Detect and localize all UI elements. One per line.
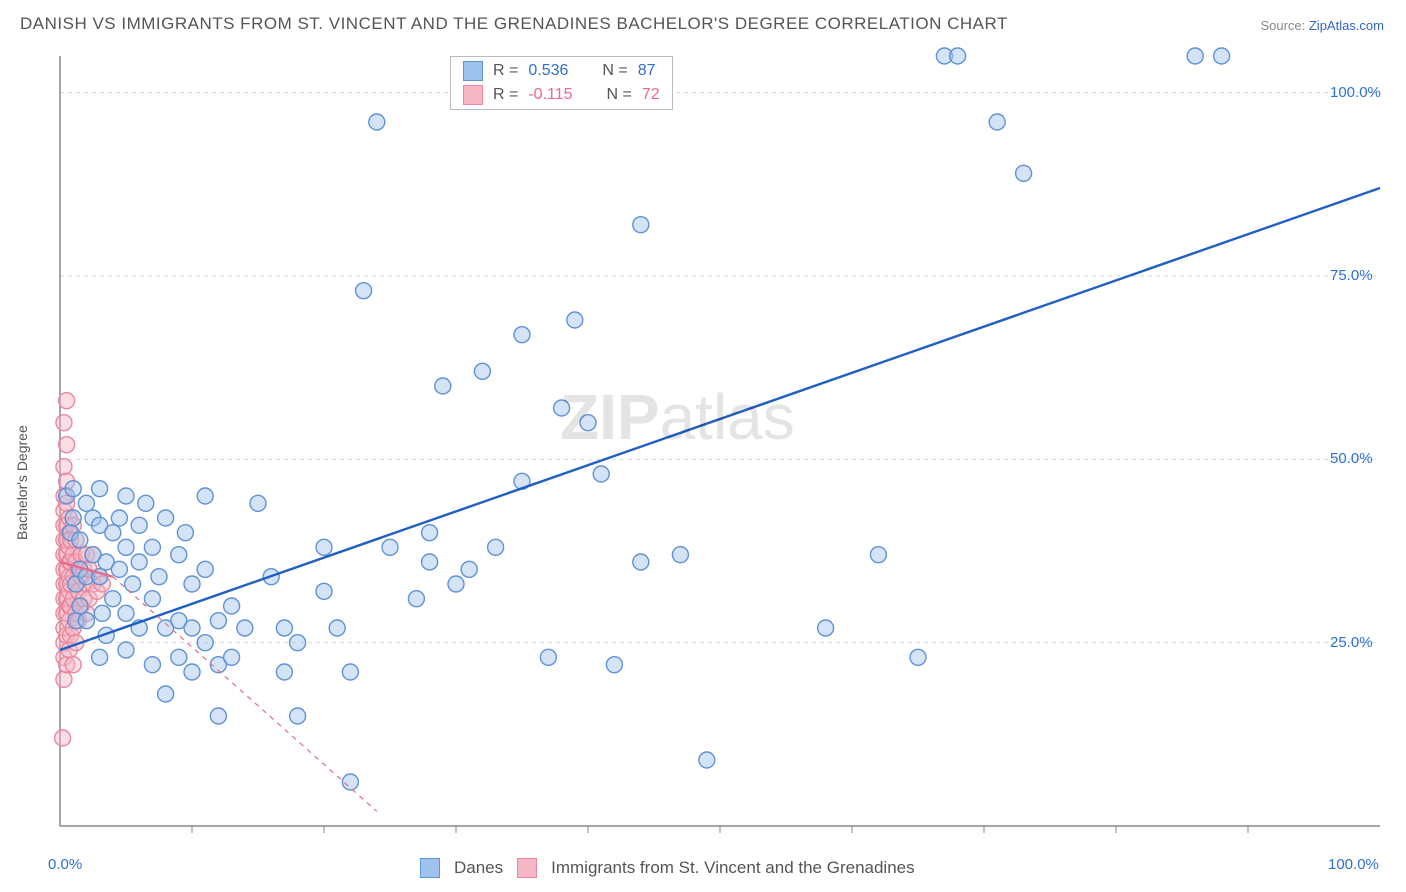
n-value: 72 [642,86,660,104]
n-label: N = [602,62,627,80]
r-label: R = [493,62,518,80]
legend-label: Immigrants from St. Vincent and the Gren… [551,858,914,878]
series-legend: Danes Immigrants from St. Vincent and the… [420,858,915,878]
scatter-chart [0,0,1406,892]
x-axis-min: 0.0% [48,856,82,873]
legend-swatch [463,61,483,81]
legend-row: R = -0.115 N = 72 [451,83,672,107]
legend-swatch [517,858,537,878]
r-value: -0.115 [528,86,572,104]
y-tick-75: 75.0% [1330,267,1373,284]
r-value: 0.536 [528,62,568,80]
r-label: R = [493,86,518,104]
legend-label: Danes [454,858,503,878]
legend-row: R = 0.536 N = 87 [451,59,672,83]
n-label: N = [607,86,632,104]
legend-swatch [463,85,483,105]
y-tick-100: 100.0% [1330,84,1381,101]
y-tick-25: 25.0% [1330,634,1373,651]
y-tick-50: 50.0% [1330,450,1373,467]
legend-swatch [420,858,440,878]
n-value: 87 [638,62,656,80]
correlation-legend: R = 0.536 N = 87 R = -0.115 N = 72 [450,56,673,110]
y-axis-label: Bachelor's Degree [14,425,30,540]
x-axis-max: 100.0% [1328,856,1379,873]
